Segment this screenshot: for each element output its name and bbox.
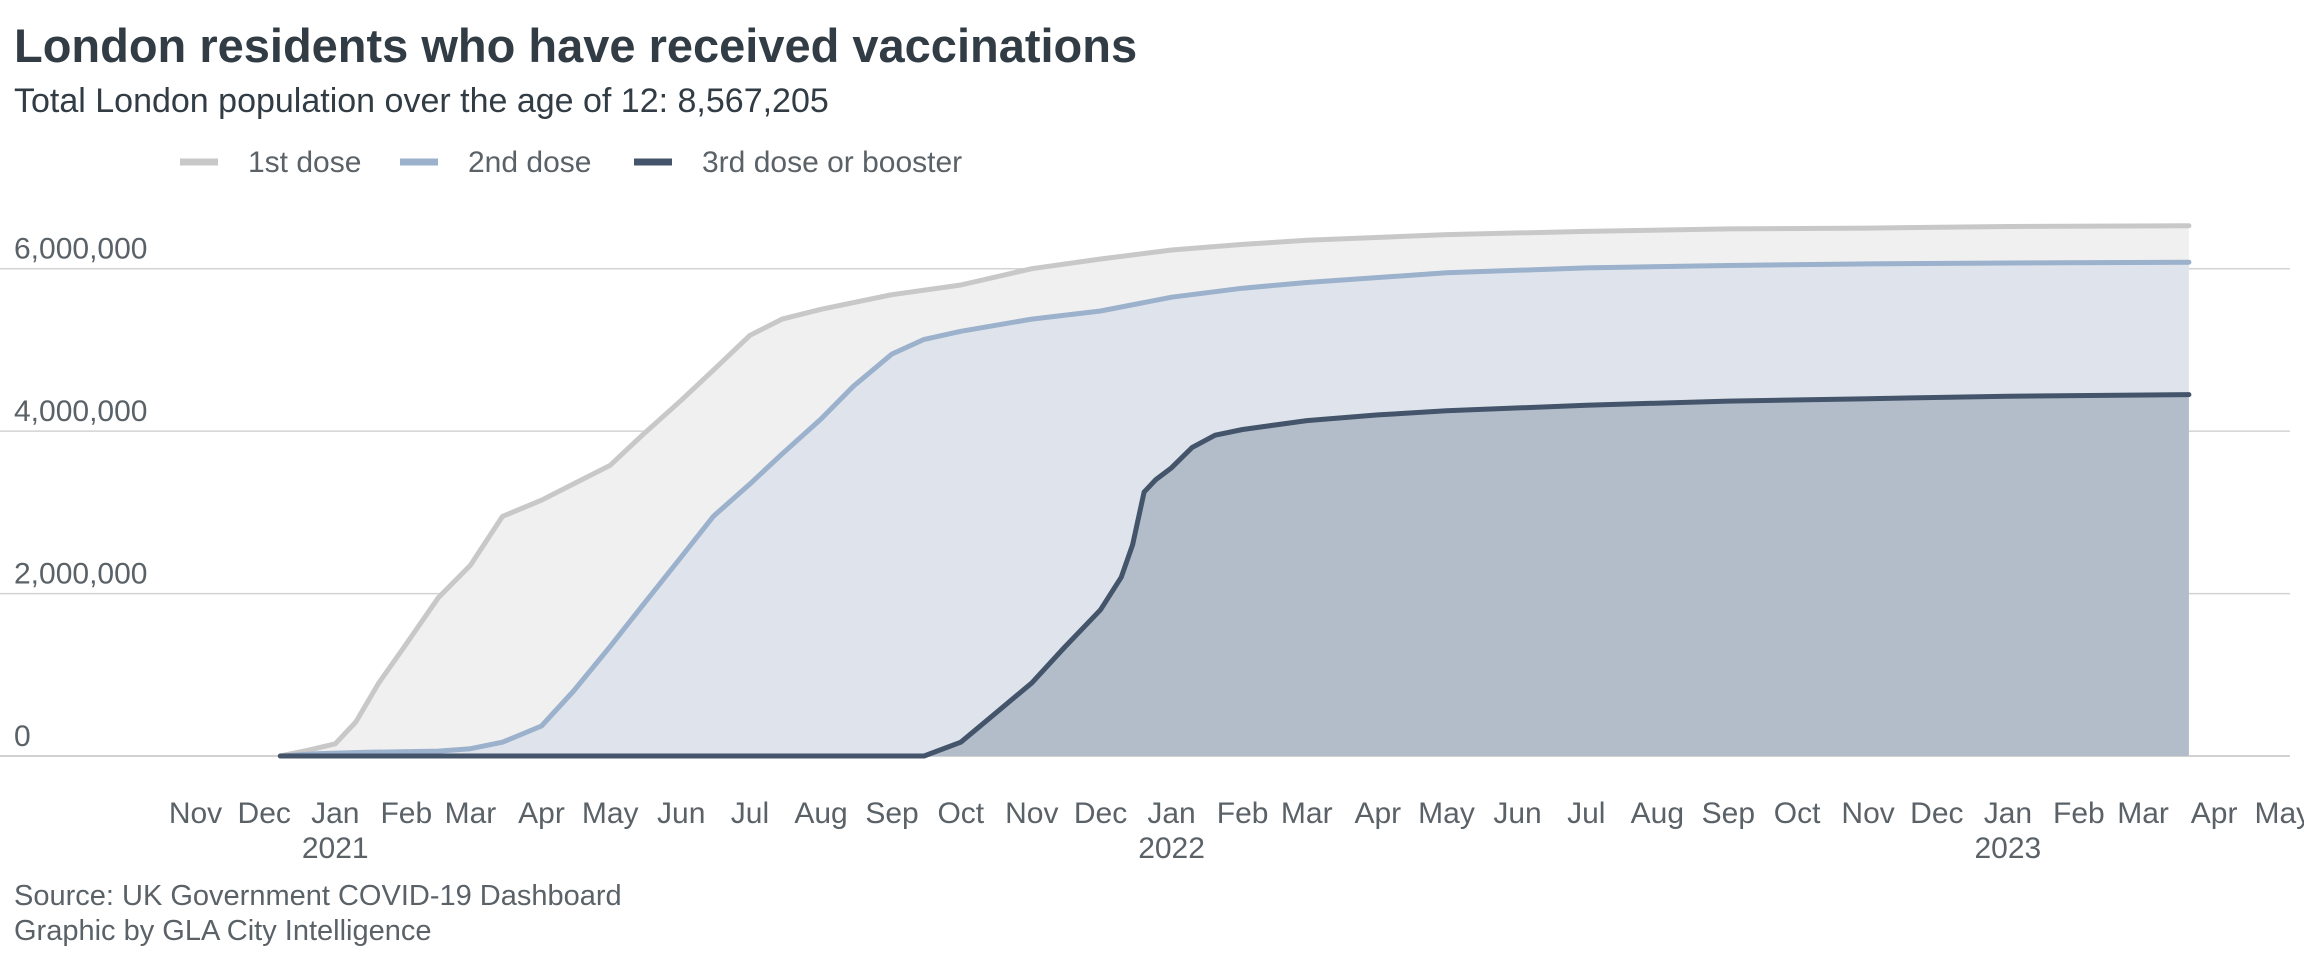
y-tick-label: 0 [14, 720, 31, 753]
x-tick-label: Jun [1493, 797, 1541, 830]
line-3rd-dose-or-booster [277, 392, 2192, 759]
x-tick-label: Dec [1074, 797, 1127, 830]
series-lines [277, 223, 2192, 759]
credit-line: Graphic by GLA City Intelligence [14, 915, 431, 947]
x-tick-label: May [582, 797, 639, 830]
x-tick-label: Jan [311, 797, 359, 830]
legend-item-3rd-dose: 3rd dose or booster [634, 146, 962, 179]
legend-item-1st-dose: 1st dose [180, 146, 361, 179]
x-tick-label: Sep [865, 797, 918, 830]
x-tick-label: May [2254, 797, 2304, 830]
x-tick-label: Oct [1774, 797, 1821, 830]
x-tick-label: Dec [1910, 797, 1963, 830]
legend-label-2nd-dose: 2nd dose [468, 146, 591, 179]
line-2nd-dose [277, 259, 2192, 759]
x-tick-label: Feb [380, 797, 432, 830]
x-year-label: 2021 [302, 832, 369, 865]
x-tick-label: Jul [731, 797, 769, 830]
chart-subtitle: Total London population over the age of … [14, 82, 829, 120]
x-tick-label: Mar [445, 797, 497, 830]
legend-label-3rd-dose: 3rd dose or booster [702, 146, 962, 179]
legend-item-2nd-dose: 2nd dose [400, 146, 591, 179]
x-tick-label: Aug [794, 797, 847, 830]
x-tick-label: Dec [238, 797, 291, 830]
x-tick-label: Nov [1841, 797, 1894, 830]
line-1st-dose [277, 223, 2192, 759]
x-tick-label: Mar [1281, 797, 1333, 830]
y-axis-ticks: 0 2,000,000 4,000,000 6,000,000 [14, 233, 147, 753]
x-year-label: 2022 [1138, 832, 1205, 865]
x-year-label: 2023 [1975, 832, 2042, 865]
x-tick-label: Apr [2191, 797, 2238, 830]
x-tick-label: Oct [937, 797, 984, 830]
chart-legend: 1st dose 2nd dose 3rd dose or booster [180, 146, 962, 179]
x-tick-label: Mar [2117, 797, 2169, 830]
series-areas [280, 225, 2189, 756]
area-3rd-dose-or-booster [280, 394, 2189, 756]
x-tick-label: Jun [657, 797, 705, 830]
source-line: Source: UK Government COVID-19 Dashboard [14, 880, 622, 912]
x-tick-label: Sep [1702, 797, 1755, 830]
x-tick-label: Jul [1567, 797, 1605, 830]
x-tick-label: Apr [1354, 797, 1401, 830]
y-tick-label: 2,000,000 [14, 558, 147, 591]
y-tick-label: 6,000,000 [14, 233, 147, 266]
x-tick-label: Apr [518, 797, 565, 830]
x-tick-label: Jan [1147, 797, 1195, 830]
y-tick-label: 4,000,000 [14, 395, 147, 428]
x-tick-label: Jan [1984, 797, 2032, 830]
x-tick-label: Feb [2053, 797, 2105, 830]
x-tick-label: Aug [1631, 797, 1684, 830]
x-tick-label: Nov [1005, 797, 1058, 830]
chart-title: London residents who have received vacci… [14, 19, 1137, 72]
x-tick-label: Feb [1217, 797, 1269, 830]
x-tick-label: May [1418, 797, 1475, 830]
legend-label-1st-dose: 1st dose [248, 146, 361, 179]
x-tick-label: Nov [169, 797, 222, 830]
